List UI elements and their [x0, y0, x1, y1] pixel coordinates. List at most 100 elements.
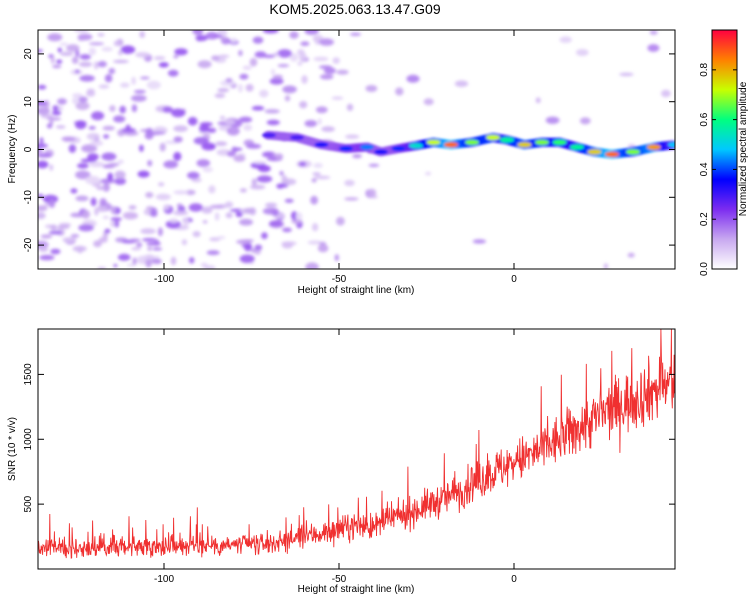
- noise-blob: [173, 55, 179, 59]
- x-tick-label: 0: [511, 274, 517, 285]
- y-tick-label: 0: [23, 146, 34, 152]
- x-tick-label: 0: [511, 574, 517, 585]
- noise-blob: [319, 74, 334, 80]
- noise-blob: [345, 134, 360, 139]
- noise-blob: [323, 67, 336, 75]
- noise-blob: [81, 209, 91, 219]
- noise-blob: [265, 202, 278, 208]
- noise-blob: [313, 56, 329, 62]
- noise-blob: [249, 184, 266, 190]
- noise-blob: [145, 127, 154, 136]
- noise-blob: [104, 228, 111, 234]
- y-tick-label: 10: [23, 96, 34, 108]
- noise-blob: [277, 64, 290, 68]
- noise-blob: [150, 211, 158, 217]
- noise-blob: [187, 116, 198, 126]
- ridge-peak: [570, 144, 584, 150]
- noise-blob: [47, 33, 63, 42]
- noise-blob: [321, 126, 335, 132]
- noise-blob: [297, 49, 305, 56]
- noise-blob: [85, 175, 101, 185]
- noise-blob: [120, 45, 136, 54]
- noise-blob: [91, 111, 105, 121]
- noise-blob: [253, 160, 267, 165]
- noise-blob: [314, 175, 331, 180]
- ridge-peak: [391, 145, 406, 152]
- noise-blob: [649, 30, 658, 35]
- ridge-peak: [668, 142, 675, 148]
- noise-blob: [305, 262, 319, 269]
- noise-blob: [93, 240, 102, 248]
- spectrogram-ridge: [262, 130, 675, 159]
- noise-blob: [113, 115, 126, 123]
- noise-blob: [284, 198, 294, 203]
- noise-blob: [319, 38, 334, 46]
- noise-blob: [243, 242, 253, 252]
- noise-blob: [310, 195, 318, 205]
- noise-blob: [93, 61, 99, 70]
- noise-blob: [62, 237, 77, 243]
- noise-blob: [77, 246, 83, 254]
- noise-blob: [38, 246, 49, 252]
- noise-blob: [86, 132, 100, 141]
- noise-blob: [202, 166, 213, 173]
- noise-blob: [163, 160, 179, 169]
- x-tick-label: -50: [332, 274, 347, 285]
- noise-blob: [250, 248, 256, 253]
- noise-blob: [59, 42, 69, 46]
- noise-blob: [113, 40, 120, 47]
- noise-blob: [425, 171, 432, 176]
- noise-blob: [352, 154, 362, 159]
- spectrogram-y-label: Frequency (Hz): [7, 115, 18, 184]
- noise-blob: [102, 183, 110, 192]
- noise-blob: [146, 80, 161, 90]
- noise-blob: [173, 210, 189, 216]
- noise-blob: [346, 103, 354, 111]
- noise-blob: [102, 215, 110, 220]
- noise-blob: [185, 189, 196, 196]
- noise-blob: [209, 204, 224, 209]
- noise-blob: [87, 153, 99, 161]
- noise-blob: [304, 30, 319, 35]
- ridge-peak: [360, 144, 374, 150]
- noise-blob: [311, 223, 319, 232]
- noise-blob: [103, 134, 110, 139]
- noise-blob: [38, 153, 53, 158]
- noise-blob: [119, 105, 126, 114]
- noise-blob: [139, 31, 145, 38]
- noise-blob: [559, 36, 572, 43]
- noise-blob: [196, 159, 211, 168]
- noise-blob: [101, 152, 117, 161]
- noise-blob: [182, 218, 190, 226]
- noise-blob: [98, 236, 108, 243]
- ridge-peak: [426, 139, 441, 145]
- noise-blob: [49, 164, 54, 171]
- noise-blob: [81, 144, 98, 153]
- noise-blob: [195, 34, 208, 42]
- noise-blob: [128, 205, 137, 210]
- noise-blob: [52, 105, 59, 111]
- noise-blob: [238, 83, 243, 93]
- noise-blob: [51, 110, 62, 116]
- noise-blob: [100, 178, 116, 184]
- noise-blob: [344, 197, 359, 201]
- x-tick-label: -100: [154, 274, 174, 285]
- noise-blob: [245, 84, 254, 92]
- noise-blob: [173, 136, 183, 143]
- noise-blob: [86, 90, 96, 97]
- noise-blob: [317, 118, 322, 125]
- spectrogram-noise-layer: [38, 30, 671, 269]
- noise-blob: [214, 93, 226, 99]
- noise-blob: [38, 143, 49, 149]
- noise-blob: [208, 185, 216, 194]
- ridge-peak: [262, 132, 276, 138]
- noise-blob: [214, 212, 220, 221]
- noise-blob: [48, 199, 56, 209]
- noise-blob: [78, 96, 88, 103]
- noise-blob: [68, 144, 77, 153]
- noise-blob: [239, 73, 249, 80]
- y-tick-label: 1000: [23, 428, 34, 451]
- x-tick-label: -100: [154, 574, 174, 585]
- noise-blob: [97, 33, 105, 37]
